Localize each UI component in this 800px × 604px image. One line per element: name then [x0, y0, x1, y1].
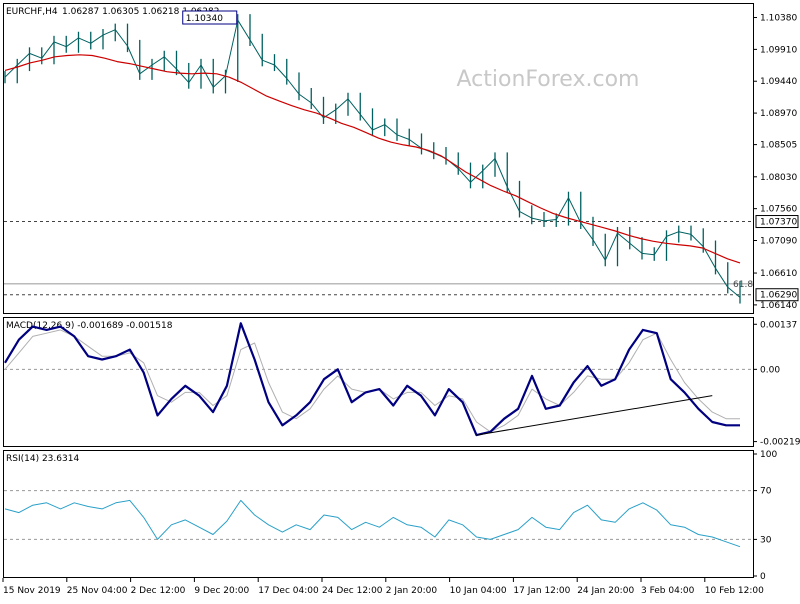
high-annotation-label: 1.10340 [186, 14, 223, 24]
x-tick-label: 3 Feb 04:00 [641, 586, 695, 596]
x-tick-label: 24 Dec 12:00 [322, 586, 383, 596]
x-tick-label: 2 Dec 12:00 [131, 586, 186, 596]
rsi-title: RSI(14) 23.6314 [6, 454, 79, 464]
x-tick-label: 25 Nov 04:00 [67, 586, 128, 596]
price-tick-label: 1.09440 [760, 77, 797, 87]
rsi-tick-label: 70 [760, 487, 772, 497]
macd-tick-label: 0.00 [760, 365, 780, 375]
macd-trendline [477, 396, 713, 435]
macd-tick-label: 0.00137 [760, 320, 797, 330]
rsi-tick-label: 0 [760, 572, 766, 582]
price-bars [5, 14, 740, 303]
price-tick-label: 1.07090 [760, 237, 797, 247]
macd-layer [4, 323, 753, 435]
x-tick-label: 10 Feb 12:00 [705, 586, 764, 596]
rsi-tick-label: 100 [760, 450, 777, 460]
price-tick-label: 1.09910 [760, 45, 797, 55]
price-axis: 1.10380 1.09910 1.09440 1.08970 1.08505 1.080… [754, 14, 799, 311]
price-panel [4, 4, 754, 314]
price-close-line [5, 20, 740, 297]
fib-label: 61.8 [733, 280, 753, 290]
watermark: ActionForex.com [457, 67, 640, 92]
x-tick-label: 10 Jan 04:00 [450, 586, 507, 596]
price-tick-label: 1.08505 [760, 141, 797, 151]
x-tick-label: 2 Jan 20:00 [386, 586, 438, 596]
price-lines: 1.10340 [5, 11, 740, 297]
price-tick-label: 1.10380 [760, 14, 797, 24]
rsi-tick-label: 30 [760, 535, 772, 545]
price-tick-label: 1.08970 [760, 109, 797, 119]
x-tick-label: 9 Dec 20:00 [194, 586, 249, 596]
price-tick-label: 1.08030 [760, 173, 797, 183]
x-tick-label: 17 Jan 12:00 [513, 586, 570, 596]
level-label: 1.06290 [760, 291, 797, 301]
price-tick-label: 1.06610 [760, 269, 797, 279]
x-tick-label: 15 Nov 2019 [3, 586, 61, 596]
level-label: 1.07370 [760, 218, 797, 228]
rsi-axis: 100 70 30 0 [754, 450, 778, 582]
macd-main-line [5, 323, 740, 435]
symbol-label: EURCHF,H4 [6, 7, 58, 17]
price-levels: 61.8 [4, 222, 753, 295]
macd-signal-line [5, 330, 740, 432]
rsi-panel [4, 451, 754, 578]
price-tick-label: 1.07560 [760, 205, 797, 215]
rsi-layer [4, 491, 753, 547]
x-tick-label: 17 Dec 04:00 [258, 586, 319, 596]
macd-axis: 0.00137 0.00 -0.002196 [754, 320, 800, 447]
macd-panel [4, 318, 754, 447]
x-tick-label: 24 Jan 20:00 [577, 586, 634, 596]
macd-tick-label: -0.002196 [760, 438, 800, 448]
price-tick-label: 1.06140 [760, 301, 797, 311]
